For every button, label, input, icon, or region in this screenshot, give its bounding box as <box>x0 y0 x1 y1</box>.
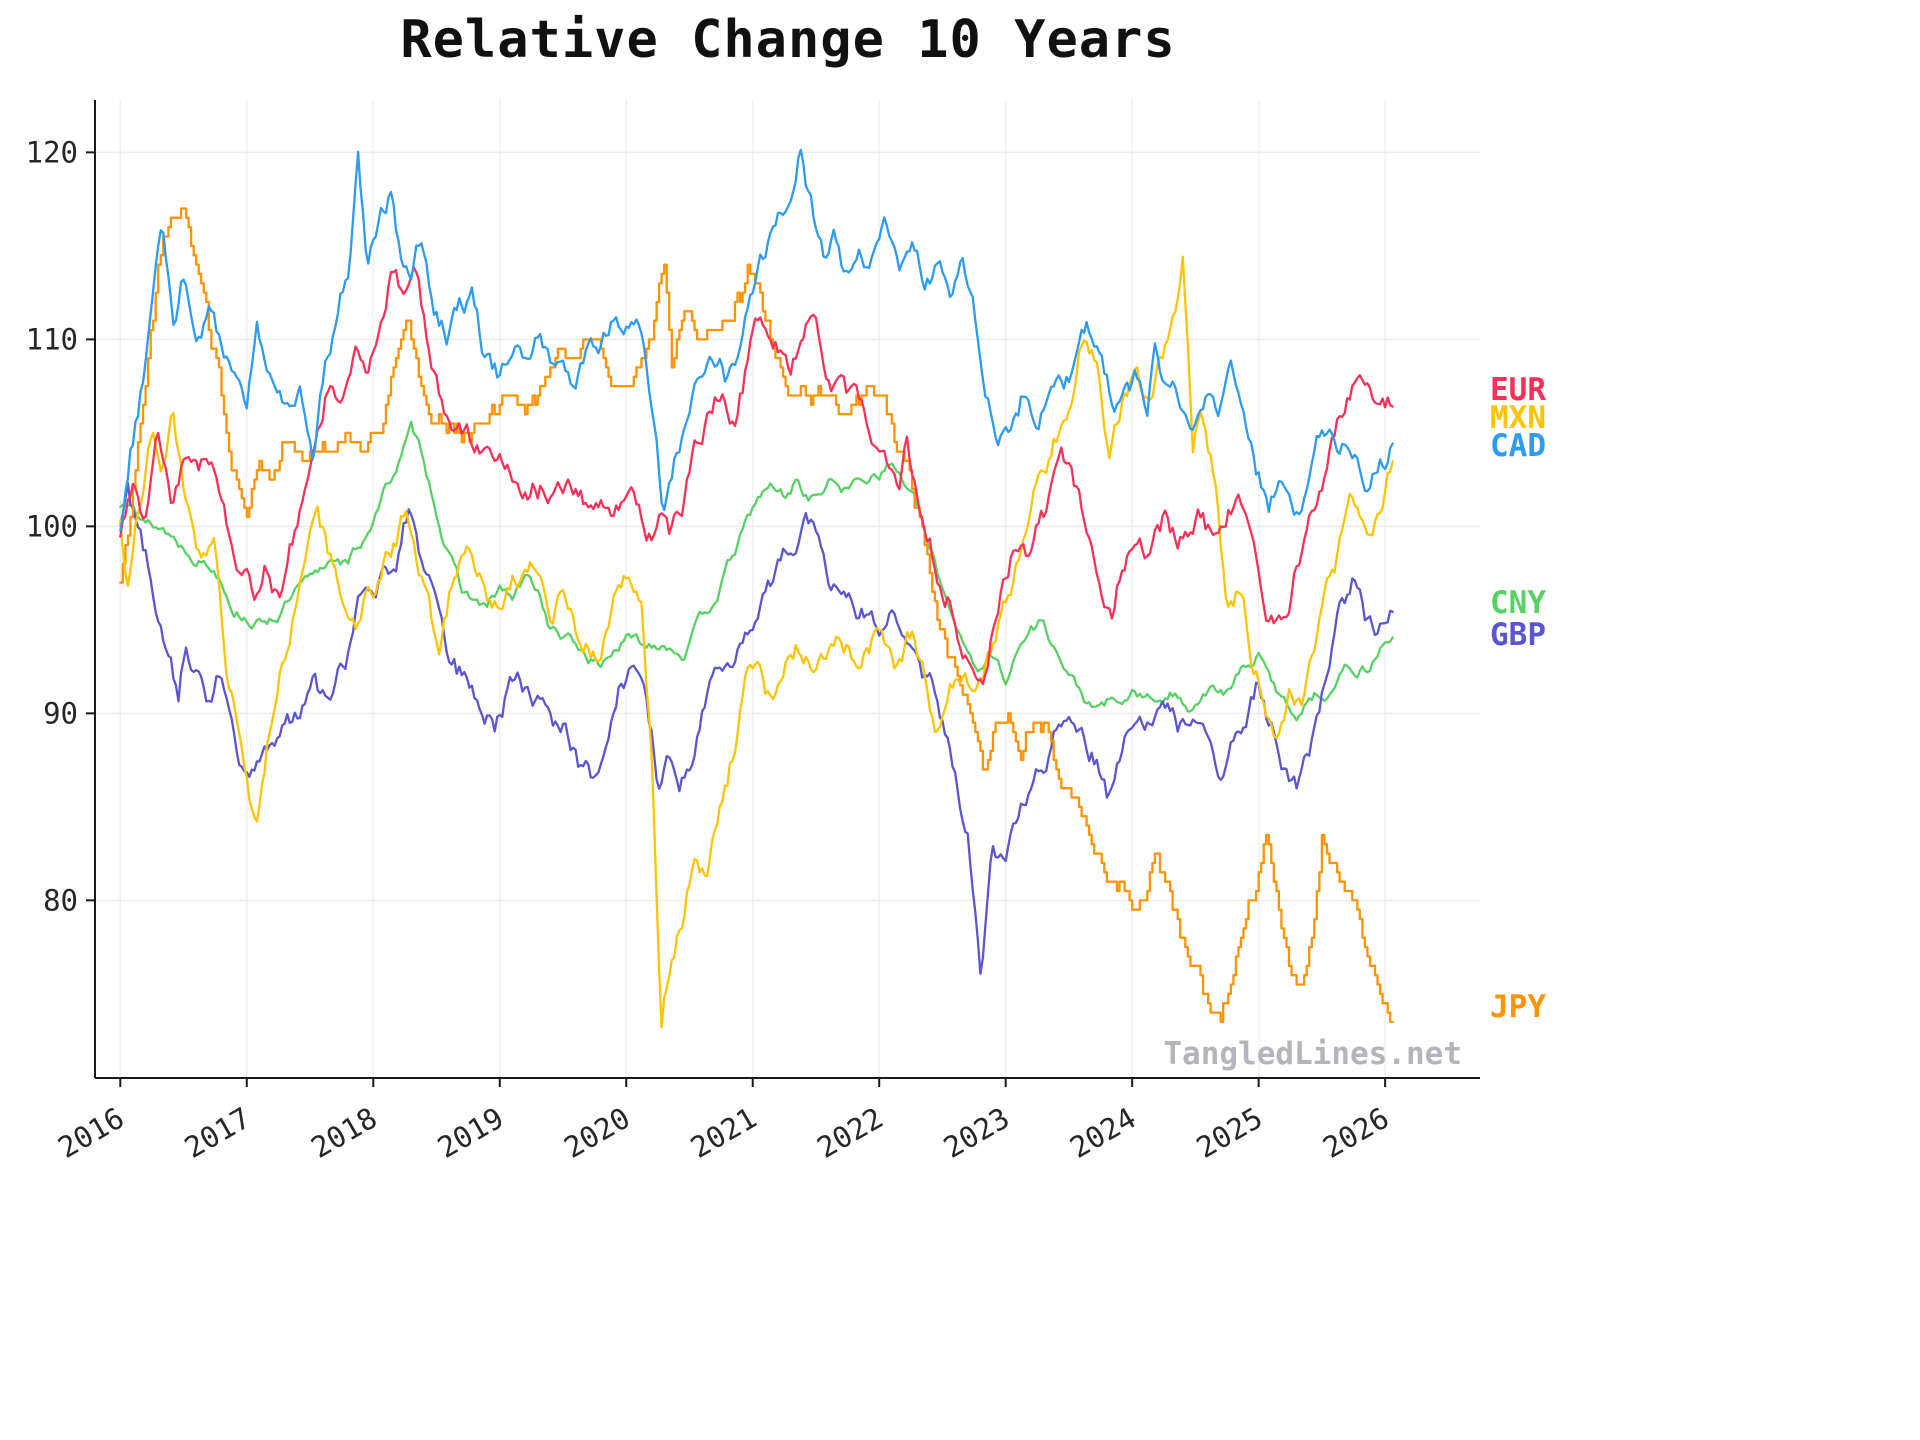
series-label-cad: CAD <box>1490 427 1546 464</box>
y-tick-label: 120 <box>26 135 78 169</box>
x-tick-label: 2016 <box>52 1101 129 1165</box>
x-tick-label: 2019 <box>432 1101 509 1165</box>
series-label-gbp: GBP <box>1490 616 1546 653</box>
x-tick-label: 2018 <box>305 1101 382 1165</box>
x-tick-label: 2022 <box>811 1101 888 1165</box>
series-line-cad <box>119 148 1394 532</box>
x-tick-label: 2025 <box>1191 1101 1268 1165</box>
watermark: TangledLines.net <box>1163 1036 1462 1072</box>
series-line-jpy <box>119 207 1394 1024</box>
x-tick-label: 2023 <box>938 1101 1015 1165</box>
y-tick-label: 80 <box>43 883 78 917</box>
series-line-gbp <box>119 481 1394 975</box>
series-label-cny: CNY <box>1490 585 1546 622</box>
series-label-jpy: JPY <box>1490 988 1546 1025</box>
series-label-eur: EUR <box>1490 371 1546 408</box>
y-tick-label: 100 <box>26 509 78 543</box>
y-tick-label: 110 <box>26 322 78 356</box>
series-label-mxn: MXN <box>1490 399 1546 436</box>
x-tick-label: 2017 <box>179 1101 256 1165</box>
chart-title: Relative Change 10 Years <box>400 10 1176 70</box>
series-line-eur <box>119 266 1394 686</box>
x-tick-label: 2024 <box>1064 1101 1141 1165</box>
x-tick-label: 2020 <box>558 1101 635 1165</box>
series-line-mxn <box>119 255 1394 1029</box>
y-tick-label: 90 <box>43 696 78 730</box>
x-tick-label: 2026 <box>1317 1101 1394 1165</box>
x-tick-label: 2021 <box>685 1101 762 1165</box>
